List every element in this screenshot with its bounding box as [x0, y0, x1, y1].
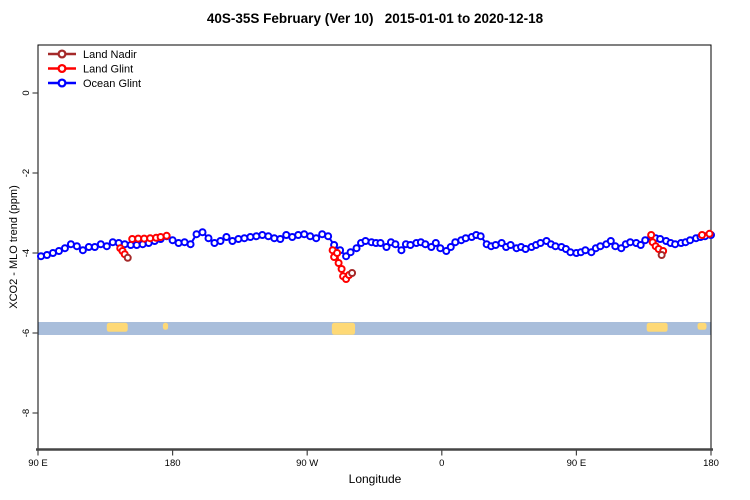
- x-tick-label: 180: [703, 458, 719, 469]
- data-point-ocean-glint: [222, 233, 231, 241]
- data-point-ocean-glint: [72, 242, 81, 251]
- data-point-land-glint: [162, 231, 171, 240]
- data-point-ocean-glint: [312, 234, 321, 243]
- data-point-land-glint: [705, 229, 714, 238]
- data-point-ocean-glint: [204, 234, 213, 243]
- data-point-ocean-glint: [606, 237, 615, 245]
- data-point-land-glint: [334, 259, 343, 267]
- data-point-ocean-glint: [641, 236, 650, 245]
- data-point-land-nadir: [123, 253, 132, 262]
- data-point-ocean-glint: [376, 239, 385, 247]
- land-mass-australia: [106, 322, 128, 332]
- data-point-ocean-glint: [168, 236, 177, 245]
- ocean-band: [38, 322, 711, 335]
- data-point-ocean-glint: [198, 228, 207, 237]
- data-point-ocean-glint: [476, 232, 485, 241]
- legend-marker-icon: [57, 49, 67, 59]
- x-tick-label: 90 E: [28, 458, 48, 469]
- y-tick-label: -8: [21, 409, 32, 417]
- y-axis-label: XCO2 - MLO trend (ppm): [8, 185, 20, 309]
- data-point-land-glint: [337, 265, 346, 273]
- data-point-ocean-glint: [186, 240, 195, 249]
- x-tick-label: 90 E: [567, 458, 587, 469]
- data-point-ocean-glint: [60, 244, 69, 253]
- data-point-land-glint: [647, 231, 656, 239]
- data-point-ocean-glint: [636, 241, 645, 249]
- land-mass-australia-repeat: [646, 322, 668, 332]
- data-point-ocean-glint: [397, 246, 406, 255]
- legend-marker-icon: [57, 78, 67, 88]
- data-point-ocean-glint: [421, 240, 430, 249]
- y-tick-label: -4: [21, 249, 32, 257]
- data-point-ocean-glint: [276, 235, 285, 243]
- x-tick-label: 180: [165, 458, 181, 469]
- data-point-ocean-glint: [431, 239, 440, 247]
- data-point-land-nadir: [657, 251, 666, 259]
- data-point-ocean-glint: [446, 243, 455, 251]
- data-point-ocean-glint: [391, 240, 400, 249]
- data-point-ocean-glint: [506, 241, 515, 249]
- data-point-ocean-glint: [90, 243, 99, 251]
- legend-item-label: Land Glint: [83, 63, 133, 75]
- data-point-ocean-glint: [216, 237, 225, 245]
- y-tick-label: 0: [21, 90, 32, 95]
- data-point-ocean-glint: [54, 247, 63, 255]
- data-point-ocean-glint: [324, 232, 333, 241]
- land-mass-new-zealand: [162, 322, 169, 330]
- y-tick-label: -2: [21, 169, 32, 177]
- chart-title: 40S-35S February (Ver 10) 2015-01-01 to …: [206, 11, 544, 26]
- data-point-ocean-glint: [436, 244, 445, 253]
- y-tick-label: -6: [21, 329, 32, 337]
- data-point-land-glint: [698, 231, 707, 239]
- data-point-ocean-glint: [352, 244, 361, 253]
- x-tick-label: 0: [439, 458, 444, 469]
- legend-item-label: Land Nadir: [83, 49, 137, 61]
- data-point-ocean-glint: [102, 242, 111, 251]
- data-point-land-nadir: [348, 269, 357, 277]
- legend-marker-icon: [57, 63, 67, 74]
- legend-item-label: Ocean Glint: [83, 78, 141, 90]
- x-axis-label: Longitude: [348, 472, 402, 486]
- x-tick-label: 90 W: [296, 458, 318, 469]
- data-point-ocean-glint: [382, 243, 391, 251]
- data-point-land-glint: [333, 249, 342, 257]
- land-mass-south-america: [331, 322, 356, 335]
- data-point-ocean-glint: [346, 248, 355, 257]
- data-point-ocean-glint: [78, 246, 87, 255]
- land-mass-new-zealand-repeat: [697, 322, 707, 330]
